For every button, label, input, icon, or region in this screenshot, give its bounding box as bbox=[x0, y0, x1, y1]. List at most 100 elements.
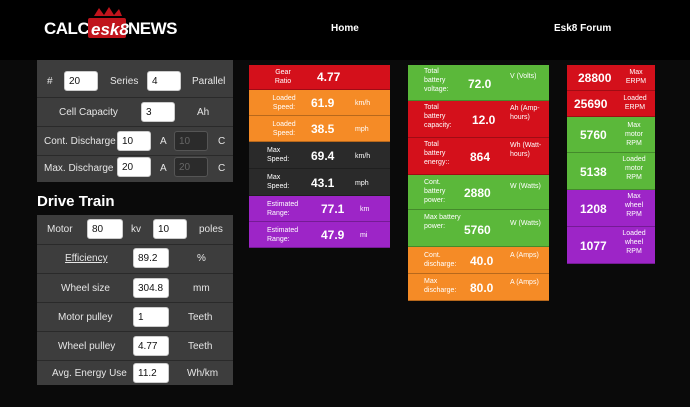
drive-train-heading: Drive Train bbox=[37, 193, 115, 210]
svg-text:CALC: CALC bbox=[44, 19, 89, 38]
cell-capacity-label: Cell Capacity bbox=[59, 107, 118, 118]
wheel-size-row: Wheel size 304.8 mm bbox=[37, 274, 233, 302]
wheel-size-input[interactable]: 304.8 bbox=[133, 278, 169, 298]
result-label: Loaded Speed: bbox=[272, 121, 296, 137]
result-value: 43.1 bbox=[311, 176, 335, 190]
nav-forum-link[interactable]: Esk8 Forum bbox=[554, 23, 612, 34]
result-unit: mi bbox=[360, 232, 368, 239]
result-value: 47.9 bbox=[321, 228, 345, 242]
wheel-size-label: Wheel size bbox=[61, 283, 110, 294]
result-cont-battery-power: Cont. battery power: 2880 W (Watts) bbox=[408, 175, 549, 210]
divider bbox=[37, 360, 233, 361]
result-value: 40.0 bbox=[470, 254, 494, 268]
result-unit: W (Watts) bbox=[510, 183, 541, 190]
motor-row: Motor 80 kv 10 poles bbox=[37, 215, 233, 244]
cell-capacity-row: Cell Capacity 3 Ah bbox=[37, 98, 233, 126]
result-value: 5760 bbox=[580, 128, 607, 142]
result-max-speed-mph: Max Speed: 43.1 mph bbox=[249, 169, 390, 196]
result-unit: mph bbox=[355, 126, 369, 133]
result-value: 38.5 bbox=[311, 122, 335, 136]
result-label: Max Speed: bbox=[267, 174, 290, 190]
motor-label: Motor bbox=[47, 224, 73, 235]
energy-use-input[interactable]: 11.2 bbox=[133, 363, 169, 383]
result-label: Max Speed: bbox=[267, 147, 290, 163]
motor-pulley-input[interactable]: 1 bbox=[133, 307, 169, 327]
max-discharge-input[interactable]: 20 bbox=[117, 157, 151, 177]
poles-input[interactable]: 10 bbox=[153, 219, 187, 239]
result-label: Loaded motor RPM bbox=[622, 156, 646, 181]
parallel-input[interactable]: 4 bbox=[147, 71, 181, 91]
result-unit: km/h bbox=[355, 100, 371, 107]
result-value: 80.0 bbox=[470, 281, 494, 295]
max-discharge-label: Max. Discharge bbox=[44, 163, 114, 174]
divider bbox=[37, 155, 233, 156]
result-value: 5760 bbox=[464, 223, 491, 237]
result-range-mi: Estimated Range: 47.9 mi bbox=[249, 222, 390, 248]
result-label: Loaded ERPM bbox=[623, 95, 647, 111]
efficiency-input[interactable]: 89.2 bbox=[133, 248, 169, 268]
result-label: Max motor RPM bbox=[625, 122, 643, 147]
result-unit: A (Amps) bbox=[510, 252, 539, 259]
series-label: Series bbox=[110, 76, 139, 87]
top-navbar: CALC esk8 NEWS Home Esk8 Forum bbox=[0, 0, 690, 60]
wheel-pulley-input[interactable]: 4.77 bbox=[133, 336, 169, 356]
result-label: Max wheel RPM bbox=[624, 193, 644, 218]
cont-discharge-row: Cont. Discharge 10 A 10 C bbox=[37, 127, 233, 155]
cell-capacity-input[interactable]: 3 bbox=[141, 102, 175, 122]
result-value: 28800 bbox=[578, 71, 612, 85]
svg-text:esk8: esk8 bbox=[91, 20, 129, 39]
efficiency-unit: % bbox=[197, 253, 206, 264]
hash-label: # bbox=[47, 76, 53, 87]
divider bbox=[37, 97, 233, 98]
result-unit: Wh (Watt-hours) bbox=[510, 142, 542, 158]
result-value: 61.9 bbox=[311, 96, 335, 110]
series-input[interactable]: 20 bbox=[64, 71, 98, 91]
site-logo[interactable]: CALC esk8 NEWS bbox=[44, 6, 184, 46]
result-label: Loaded Speed: bbox=[272, 95, 296, 111]
result-label: Estimated Range: bbox=[267, 201, 299, 217]
drive-train-panel: Motor 80 kv 10 poles Efficiency 89.2 % W… bbox=[37, 215, 233, 385]
efficiency-row: Efficiency 89.2 % bbox=[37, 245, 233, 273]
result-label: Cont. discharge: bbox=[424, 252, 457, 268]
result-unit: mph bbox=[355, 180, 369, 187]
energy-use-label: Avg. Energy Use bbox=[52, 368, 127, 379]
cont-discharge-unit: A bbox=[160, 136, 167, 147]
result-unit: A (Amps) bbox=[510, 279, 539, 286]
battery-panel: # 20 Series 4 Parallel Cell Capacity 3 A… bbox=[37, 60, 233, 182]
result-value: 69.4 bbox=[311, 149, 335, 163]
cell-capacity-unit: Ah bbox=[197, 107, 210, 118]
result-unit: Ah (Amp-hours) bbox=[510, 105, 540, 121]
parallel-label: Parallel bbox=[192, 76, 226, 87]
result-value: 25690 bbox=[574, 97, 608, 111]
result-label: Total battery voltage: bbox=[424, 68, 449, 93]
result-cont-discharge: Cont. discharge: 40.0 A (Amps) bbox=[408, 247, 549, 274]
energy-use-unit: Wh/km bbox=[187, 368, 219, 379]
result-unit: km/h bbox=[355, 153, 371, 160]
result-gear-ratio: Gear Ratio 4.77 bbox=[249, 65, 390, 90]
result-max-battery-power: Max battery power: 5760 W (Watts) bbox=[408, 210, 549, 247]
nav-home-link[interactable]: Home bbox=[331, 23, 359, 34]
result-label: Cont. battery power: bbox=[424, 179, 446, 204]
max-discharge-c-input: 20 bbox=[174, 157, 208, 177]
motor-pulley-row: Motor pulley 1 Teeth bbox=[37, 303, 233, 331]
result-battery-voltage: Total battery voltage: 72.0 V (Volts) bbox=[408, 65, 549, 101]
svg-text:NEWS: NEWS bbox=[128, 19, 177, 38]
result-loaded-speed-mph: Loaded Speed: 38.5 mph bbox=[249, 116, 390, 142]
result-value: 77.1 bbox=[321, 202, 345, 216]
result-label: Gear Ratio bbox=[274, 69, 292, 85]
result-value: 1077 bbox=[580, 239, 607, 253]
cont-discharge-input[interactable]: 10 bbox=[117, 131, 151, 151]
result-unit: W (Watts) bbox=[510, 220, 541, 227]
result-label: Loaded wheel RPM bbox=[622, 230, 646, 255]
series-parallel-row: # 20 Series 4 Parallel bbox=[37, 68, 233, 96]
result-max-wheel-rpm: 1208 Max wheel RPM bbox=[567, 190, 655, 227]
motor-kv-input[interactable]: 80 bbox=[87, 219, 123, 239]
efficiency-label[interactable]: Efficiency bbox=[65, 253, 108, 264]
energy-use-row: Avg. Energy Use 11.2 Wh/km bbox=[37, 361, 233, 385]
divider bbox=[37, 244, 233, 245]
divider bbox=[37, 302, 233, 303]
wheel-pulley-row: Wheel pulley 4.77 Teeth bbox=[37, 332, 233, 360]
cont-discharge-c-unit: C bbox=[218, 136, 226, 147]
result-value: 4.77 bbox=[317, 70, 341, 84]
result-unit: V (Volts) bbox=[510, 73, 537, 80]
